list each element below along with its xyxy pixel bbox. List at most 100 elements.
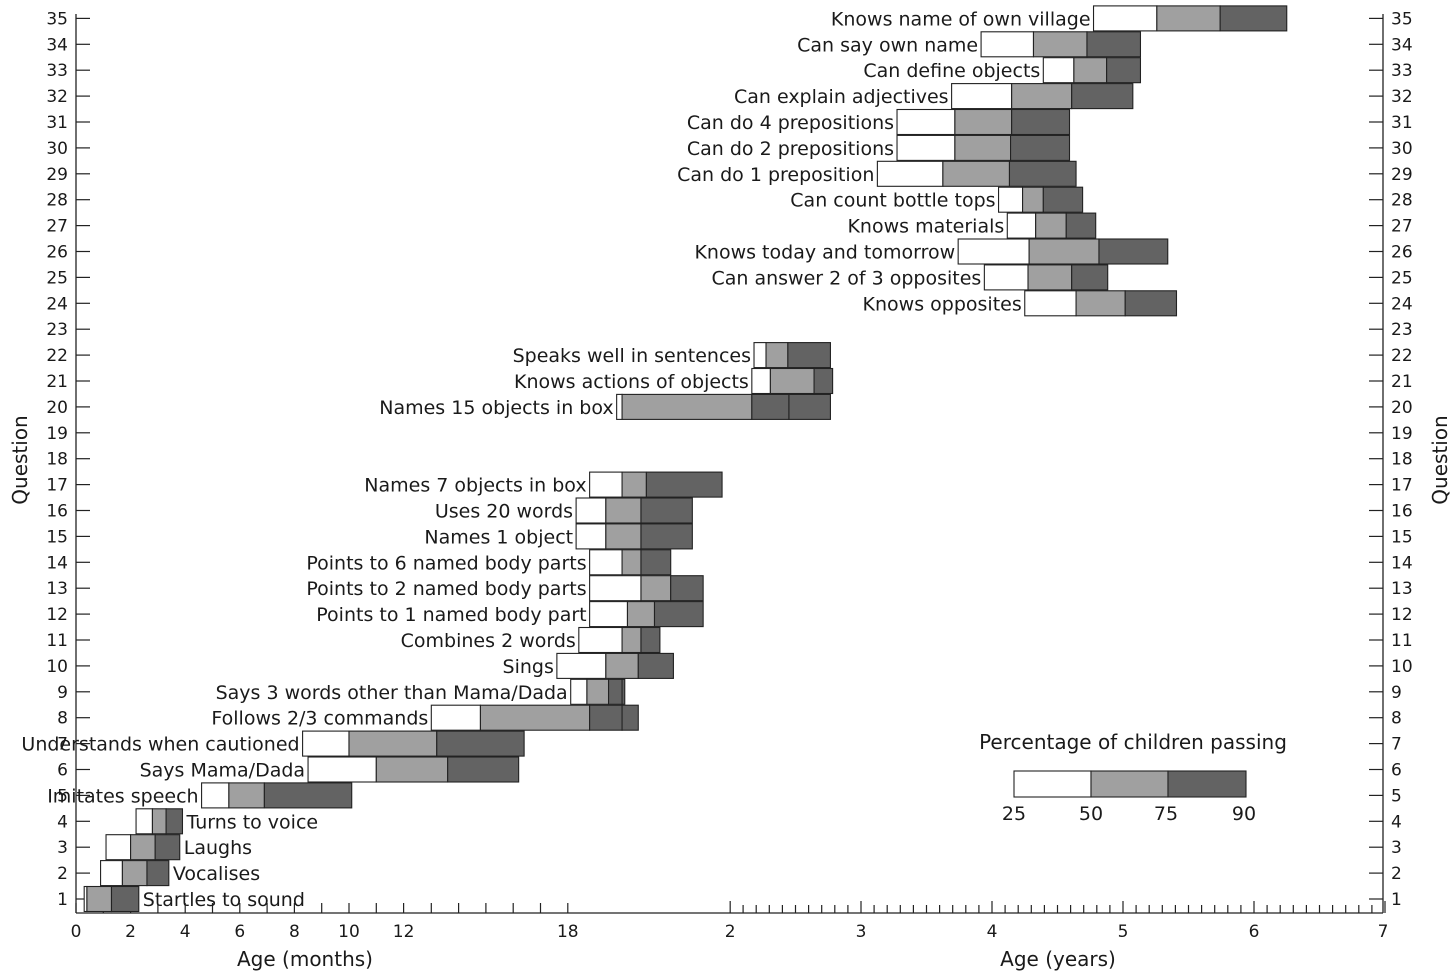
bar-segment-75-90: [146, 860, 170, 887]
y-tick-label-left: 14: [46, 553, 68, 573]
bar-question-30: [896, 134, 1071, 161]
y-tick-label-left: 31: [46, 113, 68, 133]
x-axis-title-months: Age (months): [237, 947, 373, 971]
bar-question-12: [589, 601, 704, 628]
item-label-question-21: Knows actions of objects: [514, 371, 749, 393]
bar-question-33: [1042, 57, 1142, 84]
bar-segment-75-90: [165, 808, 184, 835]
y-tick-label-right: 24: [1391, 294, 1413, 314]
y-axis-title-left: Question: [8, 415, 32, 504]
y-tick-label-left: 23: [46, 320, 68, 340]
bar-segment-50-75: [1032, 31, 1088, 58]
y-tick-label-right: 14: [1391, 553, 1413, 573]
y-tick-label-left: 19: [46, 424, 68, 444]
bar-segment-50-75: [121, 860, 148, 887]
bar-question-17: [589, 471, 723, 498]
y-tick-label-right: 32: [1391, 87, 1413, 107]
x-tick-label-month: 18: [557, 922, 579, 942]
bar-segment-50-75: [130, 834, 156, 861]
bar-segment-25-50: [876, 160, 944, 187]
bar-segment-75-90: [751, 393, 790, 420]
y-tick-label-left: 5: [57, 786, 68, 806]
x-axis-title-years: Age (years): [1000, 947, 1116, 971]
bar-segment-25-50: [575, 523, 607, 550]
item-label-question-10: Sings: [503, 656, 554, 678]
bar-segment-75-90-continued: [621, 704, 639, 731]
y-tick-label-right: 12: [1391, 605, 1413, 625]
x-tick-label-month: 8: [289, 922, 300, 942]
bar-segment-25-50: [1024, 290, 1077, 317]
bar-question-9: [570, 678, 626, 705]
bar-segment-75-90: [640, 497, 693, 524]
bar-segment-25-50: [589, 549, 623, 576]
bar-segment-75-90: [640, 626, 661, 654]
y-tick-label-right: 31: [1391, 113, 1413, 133]
bar-question-29: [876, 160, 1077, 187]
y-tick-label-right: 6: [1391, 761, 1402, 781]
bar-segment-25-50: [575, 497, 607, 524]
y-tick-label-right: 25: [1391, 268, 1413, 288]
bar-segment-50-75: [586, 678, 610, 705]
bar-segment-25-50: [896, 134, 956, 161]
bar-segment-25-50: [616, 393, 623, 420]
bar-segment-25-50: [556, 652, 607, 679]
item-label-question-25: Can answer 2 of 3 opposites: [711, 267, 981, 289]
bar-segment-75-90: [1086, 31, 1142, 58]
y-tick-label-right: 15: [1391, 527, 1413, 547]
y-tick-label-left: 16: [46, 502, 68, 522]
bar-segment-75-90: [670, 575, 704, 602]
legend-label-75: 75: [1154, 803, 1178, 825]
y-tick-label-right: 2: [1391, 864, 1402, 884]
x-tick-label-year: 4: [987, 922, 998, 942]
item-label-question-11: Combines 2 words: [401, 630, 576, 652]
y-tick-label-left: 27: [46, 217, 68, 237]
y-tick-label-left: 24: [46, 294, 68, 314]
bar-question-1: [83, 885, 140, 913]
x-tick-label-year: 3: [856, 922, 867, 942]
y-tick-label-right: 3: [1391, 838, 1402, 858]
bar-segment-25-50: [957, 238, 1030, 265]
bar-segment-25-50: [896, 108, 956, 136]
bar-segment-50-75: [1011, 83, 1073, 110]
y-tick-label-right: 33: [1391, 61, 1413, 81]
bar-segment-50-75: [1156, 5, 1221, 32]
legend-swatch-25-50: [1013, 770, 1092, 798]
bar-segment-75-90-continued: [788, 393, 831, 420]
item-label-question-5: Imitates speech: [47, 785, 198, 807]
item-label-question-12: Points to 1 named body part: [316, 604, 586, 626]
bar-segment-75-90: [263, 782, 353, 809]
bar-segment-25-50: [307, 756, 377, 783]
y-tick-label-right: 26: [1391, 243, 1413, 263]
bar-question-3: [105, 834, 181, 861]
y-tick-label-left: 12: [46, 605, 68, 625]
y-tick-label-left: 20: [46, 398, 68, 418]
bar-question-13: [589, 575, 704, 602]
bar-segment-75-90: [787, 342, 831, 369]
bar-segment-75-90: [589, 704, 623, 731]
bar-question-25: [983, 264, 1109, 291]
y-axis-title-right: Question: [1428, 415, 1451, 504]
y-tick-label-left: 9: [57, 683, 68, 703]
y-tick-label-left: 4: [57, 812, 68, 832]
y-tick-label-right: 10: [1391, 657, 1413, 677]
bar-segment-25-50: [135, 808, 153, 835]
bar-segment-50-75: [151, 808, 167, 835]
legend-label-50: 50: [1079, 803, 1103, 825]
y-tick-label-right: 8: [1391, 709, 1402, 729]
bar-segment-75-90: [640, 523, 693, 550]
bar-segment-50-75: [621, 393, 753, 420]
bar-segment-25-50: [105, 834, 132, 861]
legend-title: Percentage of children passing: [979, 730, 1287, 754]
y-tick-label-left: 21: [46, 372, 68, 392]
y-tick-label-left: 26: [46, 243, 68, 263]
item-label-question-13: Points to 2 named body parts: [306, 578, 586, 600]
item-label-question-26: Knows today and tomorrow: [694, 242, 955, 264]
item-label-question-7: Understands when cautioned: [21, 734, 299, 756]
y-tick-label-right: 21: [1391, 372, 1413, 392]
y-tick-label-left: 35: [46, 9, 68, 29]
bar-segment-25-50: [201, 782, 230, 809]
bar-segment-50-75: [605, 523, 642, 550]
y-tick-label-right: 9: [1391, 683, 1402, 703]
bar-segment-75-90: [813, 367, 834, 395]
